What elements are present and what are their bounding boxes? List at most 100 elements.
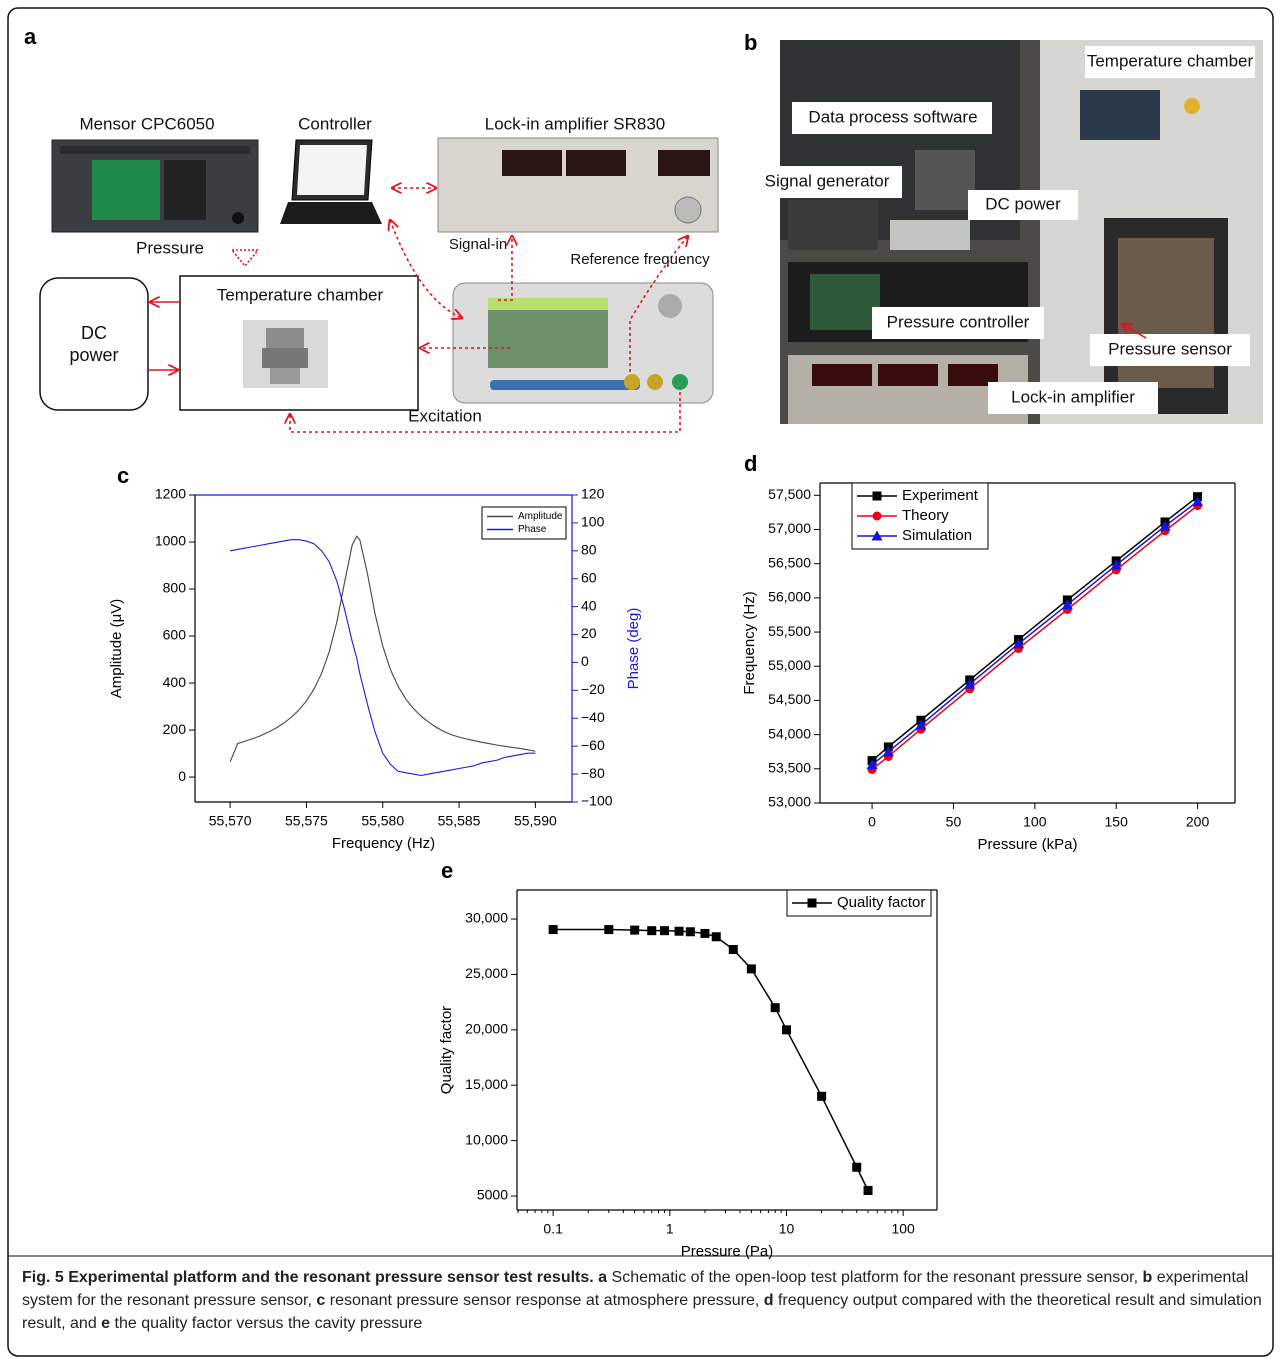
- y-axis-title: Quality factor: [438, 1006, 455, 1094]
- y2-tick-label: −40: [581, 709, 605, 725]
- label: Reference frequency: [570, 251, 710, 268]
- y2-tick-label: 60: [581, 569, 597, 585]
- dc-power-box: [39, 277, 149, 411]
- y2-tick-label: 20: [581, 625, 597, 641]
- label: Pressure controller: [887, 312, 1030, 331]
- marker: [817, 1091, 827, 1101]
- caption-text: experimental system for the resonant pre…: [22, 1269, 1249, 1309]
- y-tick-label: 56,500: [768, 554, 811, 570]
- arrow: [1122, 324, 1147, 339]
- x-tick-label: 10: [779, 1221, 795, 1237]
- lockin-device: [437, 137, 719, 233]
- x-axis-title: Pressure (Pa): [681, 1243, 774, 1260]
- marker: [659, 926, 669, 936]
- marker: [1013, 638, 1025, 649]
- y-tick-label: 54,500: [768, 691, 811, 707]
- marker: [863, 1185, 873, 1195]
- x-tick-label: 55,585: [438, 813, 481, 829]
- y-tick-label: 53,500: [768, 760, 811, 776]
- marker: [647, 926, 657, 936]
- y-tick-label: 10,000: [465, 1131, 508, 1147]
- y-tick-label: 15,000: [465, 1076, 508, 1092]
- x-tick-label: 55,570: [209, 813, 252, 829]
- marker: [964, 678, 976, 689]
- y-tick-label: 200: [163, 721, 187, 737]
- label: Temperature chamber: [1087, 51, 1254, 70]
- marker: [1061, 599, 1073, 610]
- y-tick-label: 57,000: [768, 520, 811, 536]
- marker: [872, 511, 882, 521]
- y-tick-label: 800: [163, 580, 187, 596]
- y-tick-label: 400: [163, 674, 187, 690]
- panel-letter: e: [441, 858, 453, 883]
- y2-axis-title: Phase (deg): [625, 608, 642, 690]
- marker: [882, 746, 894, 757]
- caption-text: Fig. 5 Experimental platform and the res…: [22, 1269, 594, 1286]
- panel-letter: b: [744, 30, 757, 55]
- y2-tick-label: 40: [581, 597, 597, 613]
- label: Excitation: [408, 406, 482, 425]
- y-axis-title: Frequency (Hz): [741, 591, 758, 694]
- marker: [1159, 520, 1171, 531]
- laptop: [280, 139, 382, 224]
- y-tick-label: 25,000: [465, 965, 508, 981]
- x-tick-label: 1: [666, 1221, 674, 1237]
- panel-letter: a: [24, 24, 37, 49]
- y2-tick-label: 100: [581, 514, 605, 530]
- marker: [700, 928, 710, 938]
- x-tick-label: 55,590: [514, 813, 557, 829]
- marker: [604, 925, 614, 935]
- dc-power-label: DC power: [69, 323, 119, 365]
- x-tick-label: 0: [868, 814, 876, 830]
- label: Pressure: [136, 238, 204, 257]
- x-tick-label: 55,575: [285, 813, 328, 829]
- y2-tick-label: −100: [581, 793, 613, 809]
- y2-tick-label: −60: [581, 737, 605, 753]
- y-tick-label: 5000: [477, 1187, 508, 1203]
- caption-text: the quality factor versus the cavity pre…: [114, 1315, 423, 1332]
- marker: [711, 932, 721, 942]
- marker: [685, 927, 695, 937]
- series-line: [553, 928, 869, 1191]
- panel-letter: c: [117, 463, 129, 488]
- signal-generator: [452, 282, 714, 404]
- frame: [7, 7, 1274, 1357]
- marker: [872, 491, 882, 501]
- label: Signal generator: [765, 171, 890, 190]
- marker: [1110, 559, 1122, 570]
- x-tick-label: 0.1: [543, 1221, 563, 1237]
- x-axis-title: Frequency (Hz): [332, 835, 435, 852]
- label: Lock-in amplifier: [1011, 387, 1135, 406]
- marker: [852, 1162, 862, 1172]
- label: Mensor CPC6050: [79, 114, 214, 133]
- marker: [807, 898, 817, 908]
- marker: [548, 925, 558, 935]
- legend-label: Quality factor: [837, 894, 925, 911]
- x-tick-label: 50: [946, 814, 962, 830]
- marker: [674, 926, 684, 936]
- x-tick-label: 200: [1186, 814, 1210, 830]
- label-boxes: [752, 46, 1255, 414]
- label: Temperature chamber: [217, 285, 384, 304]
- marker: [630, 925, 640, 935]
- marker: [770, 1003, 780, 1013]
- caption-text: resonant pressure sensor response at atm…: [329, 1292, 760, 1309]
- marker: [746, 964, 756, 974]
- y2-tick-label: 80: [581, 542, 597, 558]
- label: Controller: [298, 114, 372, 133]
- mensor-device: [51, 139, 259, 233]
- y-tick-label: 56,000: [768, 589, 811, 605]
- panel-letter: d: [744, 451, 757, 476]
- y-tick-label: 1000: [155, 533, 186, 549]
- y2-tick-label: −80: [581, 765, 605, 781]
- label: Pressure sensor: [1108, 339, 1232, 358]
- series-line: [229, 535, 536, 763]
- label: DC power: [985, 194, 1061, 213]
- y-tick-label: 20,000: [465, 1021, 508, 1037]
- x-tick-label: 55,580: [361, 813, 404, 829]
- label: Lock-in amplifier SR830: [485, 114, 665, 133]
- lab-photo: [780, 40, 1263, 424]
- marker: [728, 945, 738, 955]
- caption: Fig. 5 Experimental platform and the res…: [22, 1266, 1262, 1335]
